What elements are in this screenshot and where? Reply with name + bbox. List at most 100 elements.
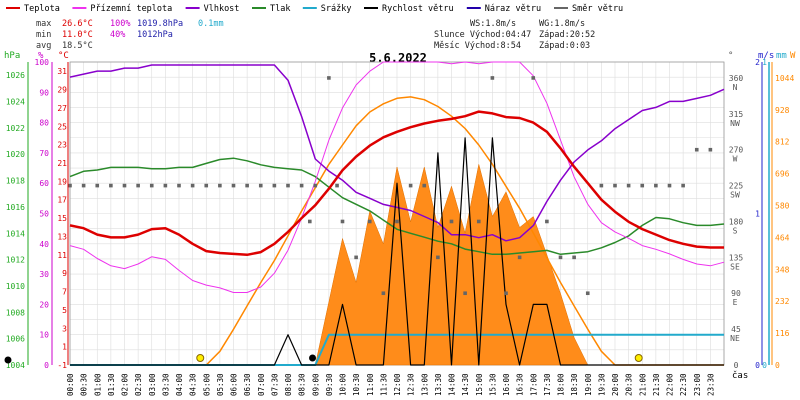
axis-degc-tick: 3 bbox=[62, 324, 67, 333]
legend-label: Rychlost větru bbox=[382, 4, 454, 14]
axis-degc-tick: 31 bbox=[57, 67, 67, 76]
wind-direction-point bbox=[572, 255, 576, 260]
chart-legend: Teplota Přízemní teplota Vlhkost Tlak Srážky… bbox=[6, 4, 623, 14]
wind-direction-point bbox=[109, 183, 113, 188]
wind-direction-point bbox=[654, 183, 658, 188]
x-tick-label: 18:00 bbox=[557, 373, 566, 396]
axis-degc-tick: 15 bbox=[57, 214, 67, 223]
legend-label: Směr větru bbox=[572, 4, 623, 14]
info-sun-rise: Slunce Východ:04:47 bbox=[434, 30, 531, 40]
unit-degc: °C bbox=[58, 51, 69, 61]
axis-deg-tick: 135 bbox=[729, 253, 744, 262]
axis-whm-tick: 464 bbox=[775, 233, 790, 242]
wind-direction-point bbox=[545, 219, 549, 224]
x-tick-label: 05:00 bbox=[202, 373, 211, 396]
wind-direction-point bbox=[231, 183, 236, 188]
x-tick-label: 02:00 bbox=[121, 373, 130, 396]
wind-direction-point bbox=[190, 183, 195, 188]
astro-info-block: WS:1.8m/s WG:1.8m/s Slunce Východ:04:47 … bbox=[434, 19, 595, 51]
stats-block: max 26.6°C 100% 1019.8hPa 0.1mm min 11.0… bbox=[36, 19, 224, 51]
info-wg: WG:1.8m/s bbox=[539, 19, 585, 29]
x-tick-label: 09:30 bbox=[325, 373, 334, 396]
wind-direction-point bbox=[218, 183, 222, 188]
x-tick-label: 17:00 bbox=[529, 373, 538, 396]
radiation-area bbox=[315, 164, 589, 366]
stat-min-temp: 11.0°C bbox=[62, 30, 93, 40]
x-tick-label: 11:00 bbox=[366, 373, 375, 396]
wind-direction-point bbox=[367, 219, 372, 224]
wind-direction-point bbox=[136, 183, 140, 188]
legend-label: Tlak bbox=[270, 4, 290, 14]
x-tick-label: 14:30 bbox=[461, 373, 470, 396]
stat-min-label: min bbox=[36, 30, 51, 40]
wind-direction-point bbox=[68, 183, 72, 188]
axis-degc-tick: 9 bbox=[62, 269, 67, 278]
axis-deg-tick: 360 bbox=[729, 74, 744, 83]
wind-direction-point bbox=[81, 183, 86, 188]
axis-ms-tick: 1 bbox=[755, 210, 760, 219]
axis-pct-tick: 40 bbox=[39, 240, 49, 249]
x-tick-label: 23:00 bbox=[693, 373, 702, 396]
x-tick-label: 14:00 bbox=[448, 373, 457, 396]
wind-direction-point bbox=[667, 183, 672, 188]
axis-degc-tick: 7 bbox=[62, 288, 67, 297]
legend-label: Srážky bbox=[321, 4, 352, 14]
wind-direction-point bbox=[599, 183, 604, 188]
wind-direction-point bbox=[708, 147, 713, 152]
axis-degc-tick: 13 bbox=[57, 232, 67, 241]
axis-pct-tick: 70 bbox=[39, 149, 49, 158]
axis-hpa-tick: 1014 bbox=[6, 229, 25, 238]
axis-pct-tick: 10 bbox=[39, 331, 49, 340]
astro-markers bbox=[4, 354, 643, 364]
axis-degc-tick: 11 bbox=[57, 251, 67, 260]
series-line bbox=[69, 64, 725, 242]
x-tick-label: 12:30 bbox=[407, 373, 416, 396]
axis-hpa-tick: 1022 bbox=[6, 124, 25, 133]
x-tick-label: 15:00 bbox=[475, 373, 484, 396]
x-axis-label: čas bbox=[732, 370, 748, 381]
axis-hpa-tick: 1016 bbox=[6, 203, 25, 212]
stat-min-hum: 40% bbox=[110, 30, 125, 40]
x-tick-label: 13:00 bbox=[420, 373, 429, 396]
axis-hpa-tick: 1012 bbox=[6, 256, 25, 265]
axis-deg-tick: 225 bbox=[729, 182, 744, 191]
axis-whm-tick: 232 bbox=[775, 297, 790, 306]
axis-degc-tick: 23 bbox=[57, 141, 67, 150]
wind-direction-point bbox=[626, 183, 631, 188]
x-tick-label: 06:30 bbox=[243, 373, 252, 396]
stat-min-press: 1012hPa bbox=[137, 30, 173, 40]
x-tick-label: 06:00 bbox=[230, 373, 239, 396]
axis-whm-tick: 348 bbox=[775, 265, 790, 274]
axis-whm-tick: 812 bbox=[775, 138, 790, 147]
info-moon-rise: Měsíc Východ:8:54 bbox=[434, 41, 521, 51]
legend-label: Vlhkost bbox=[204, 4, 240, 14]
wind-direction-point bbox=[504, 291, 508, 296]
wind-direction-point bbox=[476, 219, 481, 224]
series-line bbox=[69, 110, 724, 257]
axis-degc-tick: 1 bbox=[62, 343, 67, 352]
x-tick-label: 15:30 bbox=[488, 373, 497, 396]
stat-max-rain: 0.1mm bbox=[198, 19, 224, 29]
wind-direction-point bbox=[449, 219, 454, 224]
x-tick-label: 11:30 bbox=[379, 373, 388, 396]
wind-direction-point bbox=[272, 183, 277, 188]
axis-deg-tick: 45 bbox=[731, 325, 741, 334]
axis-deg-tick: 0 bbox=[734, 361, 739, 370]
axis-compass-tick: NW bbox=[730, 119, 740, 128]
axis-compass-tick: E bbox=[733, 298, 738, 307]
axis-hpa-tick: 1004 bbox=[6, 361, 25, 370]
unit-ms: m/s bbox=[758, 51, 774, 61]
axis-degc-tick: 5 bbox=[62, 306, 67, 315]
x-tick-label: 01:00 bbox=[93, 373, 102, 396]
wind-direction-point bbox=[381, 291, 386, 296]
axis-pct-tick: 0 bbox=[44, 361, 49, 370]
axis-mm-tick: 0 bbox=[762, 361, 767, 370]
wind-direction-point bbox=[335, 183, 339, 188]
sunset-marker bbox=[634, 354, 643, 362]
wind-direction-point bbox=[308, 219, 312, 224]
axis-hpa-tick: 1006 bbox=[6, 335, 25, 344]
x-tick-label: 07:30 bbox=[270, 373, 279, 396]
wind-direction-point bbox=[517, 255, 522, 260]
legend-label: Teplota bbox=[24, 4, 60, 14]
axis-mm-tick: 1 bbox=[762, 58, 767, 67]
